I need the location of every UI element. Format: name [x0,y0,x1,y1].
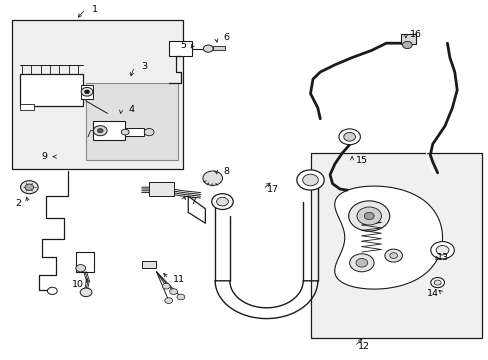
Circle shape [296,170,324,190]
Circle shape [433,280,440,285]
Circle shape [338,129,360,145]
Circle shape [343,132,355,141]
Circle shape [47,287,57,294]
Circle shape [84,90,89,94]
Bar [142,261,156,268]
Bar [76,252,94,272]
Text: 8: 8 [223,166,228,175]
Circle shape [121,129,129,135]
Text: 17: 17 [266,184,278,194]
Circle shape [144,129,154,136]
Text: 6: 6 [223,33,228,42]
Text: 9: 9 [41,152,47,161]
Circle shape [93,126,107,136]
Bar [85,83,178,160]
Circle shape [164,298,172,303]
Text: 1: 1 [92,4,98,13]
Text: 5: 5 [180,40,186,49]
Circle shape [356,207,381,225]
Circle shape [355,258,367,267]
Text: 3: 3 [141,62,147,71]
Bar [212,46,224,50]
Circle shape [216,197,228,206]
Bar [81,85,93,99]
Text: 2: 2 [16,199,21,208]
Text: 4: 4 [128,105,134,114]
Circle shape [389,253,397,258]
Polygon shape [334,186,442,289]
Circle shape [430,242,453,259]
Bar [149,182,173,196]
Bar [20,104,34,110]
Circle shape [76,265,85,272]
Text: 14: 14 [426,289,438,298]
Circle shape [81,87,93,96]
Circle shape [349,254,373,272]
Circle shape [302,174,318,186]
Circle shape [430,278,444,288]
Circle shape [211,194,233,210]
Circle shape [25,184,34,190]
Text: 11: 11 [172,274,184,284]
Circle shape [80,288,92,297]
Bar [12,20,183,169]
Text: 16: 16 [409,30,421,39]
Circle shape [177,294,184,300]
Text: 13: 13 [436,253,447,262]
Circle shape [348,201,389,231]
Circle shape [20,181,38,194]
Circle shape [203,45,213,52]
Text: 15: 15 [355,156,367,165]
Bar [400,34,415,44]
Circle shape [203,171,222,185]
Circle shape [435,246,448,255]
Bar [124,128,144,136]
Circle shape [97,129,103,133]
Bar [168,41,192,56]
Text: 10: 10 [72,280,84,289]
Bar [310,153,481,338]
Circle shape [402,41,411,49]
Text: 7: 7 [190,197,196,206]
Circle shape [162,283,170,289]
Bar [93,121,124,140]
Text: 12: 12 [358,342,369,351]
Circle shape [169,289,177,294]
Bar [20,74,83,106]
Circle shape [384,249,402,262]
Circle shape [364,212,373,220]
